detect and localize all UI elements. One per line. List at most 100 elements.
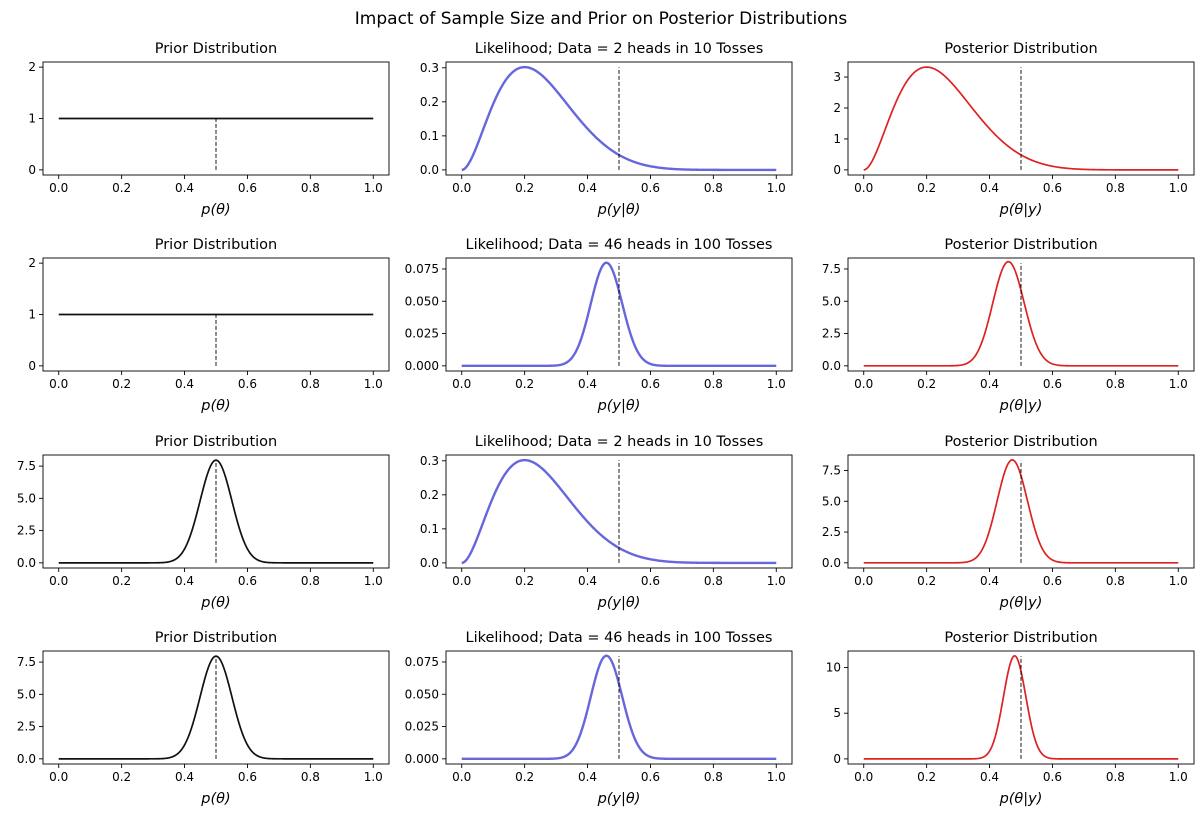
x-tick-label: 0.6 [1043, 770, 1062, 784]
x-tick-label: 1.0 [364, 770, 383, 784]
x-tick-label: 1.0 [1169, 181, 1188, 195]
x-tick-label: 0.4 [578, 181, 597, 195]
y-tick-label: 5.0 [17, 491, 36, 505]
x-tick-label: 0.4 [175, 770, 194, 784]
x-tick-label: 0.4 [578, 770, 597, 784]
subplot-title: Prior Distribution [155, 41, 278, 57]
x-tick-label: 0.8 [1106, 181, 1125, 195]
subplot-posterior-r3: 0.0 0.2 0.4 0.6 0.8 1.0 0.0 2.5 5.0 7.5 Posterior … [822, 434, 1195, 611]
axes-frame [445, 257, 793, 372]
subplot-posterior-r4: 0.0 0.2 0.4 0.6 0.8 1.0 0 5 10 Posterior Distribu… [826, 630, 1195, 807]
y-tick-label: 0.025 [405, 720, 439, 734]
subplot-title: Likelihood; Data = 46 heads in 100 Tosse… [466, 630, 773, 646]
y-tick-label: 5.0 [17, 687, 36, 701]
subplot-likelihood-r1: 0.0 0.2 0.4 0.6 0.8 1.0 0.0 0.1 0.2 0.3 Likelihood… [420, 41, 793, 218]
axes-frame [445, 650, 793, 765]
x-axis-label: p(θ|y) [999, 202, 1043, 218]
x-axis-label: p(y|θ) [597, 398, 641, 414]
axes-frame [847, 61, 1195, 176]
y-tick-label: 2 [28, 60, 36, 74]
x-tick-label: 0.6 [238, 377, 257, 391]
x-axis-label: p(θ|y) [999, 398, 1043, 414]
y-tick-label: 10 [826, 661, 841, 675]
x-tick-label: 0.8 [704, 181, 723, 195]
y-tick-label: 0.1 [420, 129, 439, 143]
y-tick-label: 0.050 [405, 687, 439, 701]
axes-frame [847, 650, 1195, 765]
y-tick-label: 2 [833, 101, 841, 115]
x-tick-label: 0.8 [301, 574, 320, 588]
x-tick-label: 0.0 [452, 770, 471, 784]
x-tick-label: 0.2 [515, 181, 534, 195]
x-tick-label: 0.8 [704, 770, 723, 784]
y-tick-label: 7.5 [822, 262, 841, 276]
x-tick-label: 0.2 [112, 181, 131, 195]
subplot-prior-r3: 0.0 0.2 0.4 0.6 0.8 1.0 0.0 2.5 5.0 7.5 Prior Dist… [17, 434, 390, 611]
subplot-title: Posterior Distribution [944, 41, 1097, 57]
x-tick-label: 0.0 [452, 377, 471, 391]
y-tick-label: 0.3 [420, 61, 439, 75]
x-tick-label: 1.0 [1169, 770, 1188, 784]
x-tick-label: 0.4 [175, 377, 194, 391]
x-tick-label: 1.0 [767, 377, 786, 391]
y-tick-label: 0 [833, 163, 841, 177]
y-tick-label: 0.2 [420, 488, 439, 502]
y-tick-label: 7.5 [17, 459, 36, 473]
x-tick-label: 1.0 [767, 181, 786, 195]
subplot-prior-r2: 0.0 0.2 0.4 0.6 0.8 1.0 0 1 2 Prior Distribution p… [28, 237, 390, 414]
x-tick-label: 0.2 [917, 377, 936, 391]
subplot-title: Likelihood; Data = 46 heads in 100 Tosse… [466, 237, 773, 253]
y-tick-label: 0.0 [822, 359, 841, 373]
x-tick-label: 0.6 [641, 574, 660, 588]
x-tick-label: 0.2 [917, 181, 936, 195]
subplot-title: Likelihood; Data = 2 heads in 10 Tosses [475, 41, 764, 57]
y-tick-label: 0.2 [420, 95, 439, 109]
y-tick-label: 1 [28, 308, 36, 322]
x-tick-label: 0.6 [1043, 574, 1062, 588]
y-tick-label: 2 [28, 256, 36, 270]
x-tick-label: 0.0 [854, 574, 873, 588]
x-tick-label: 0.4 [578, 377, 597, 391]
subplot-title: Posterior Distribution [944, 630, 1097, 646]
y-tick-label: 0.0 [420, 556, 439, 570]
y-tick-label: 2.5 [17, 524, 36, 538]
x-tick-label: 0.4 [578, 574, 597, 588]
x-axis-label: p(y|θ) [597, 595, 641, 611]
subplot-likelihood-r4: 0.0 0.2 0.4 0.6 0.8 1.0 0.000 0.025 0.050 0.075 Li… [405, 630, 793, 807]
axes-frame [847, 454, 1195, 569]
x-axis-label: p(y|θ) [597, 791, 641, 807]
subplot-title: Prior Distribution [155, 434, 278, 450]
x-tick-label: 0.6 [641, 770, 660, 784]
x-axis-label: p(θ) [200, 595, 230, 611]
subplot-posterior-r2: 0.0 0.2 0.4 0.6 0.8 1.0 0.0 2.5 5.0 7.5 Posterior … [822, 237, 1195, 414]
x-tick-label: 0.6 [1043, 181, 1062, 195]
y-tick-label: 0.075 [405, 262, 439, 276]
x-tick-label: 0.4 [980, 377, 999, 391]
x-tick-label: 0.6 [238, 770, 257, 784]
y-tick-label: 2.5 [17, 720, 36, 734]
y-tick-label: 0 [28, 359, 36, 373]
x-tick-label: 0.2 [515, 377, 534, 391]
subplot-title: Prior Distribution [155, 237, 278, 253]
x-tick-label: 0.0 [854, 377, 873, 391]
y-tick-label: 0 [833, 752, 841, 766]
x-tick-label: 1.0 [1169, 574, 1188, 588]
x-tick-label: 0.6 [238, 181, 257, 195]
subplot-likelihood-r2: 0.0 0.2 0.4 0.6 0.8 1.0 0.000 0.025 0.050 0.075 Li… [405, 237, 793, 414]
x-axis-label: p(y|θ) [597, 202, 641, 218]
x-tick-label: 0.0 [854, 181, 873, 195]
subplot-title: Posterior Distribution [944, 237, 1097, 253]
x-tick-label: 0.8 [1106, 574, 1125, 588]
subplot-title: Posterior Distribution [944, 434, 1097, 450]
y-tick-label: 0.0 [420, 163, 439, 177]
x-tick-label: 0.0 [854, 770, 873, 784]
y-tick-label: 5.0 [822, 494, 841, 508]
x-tick-label: 0.4 [980, 574, 999, 588]
x-tick-label: 0.0 [49, 574, 68, 588]
y-tick-label: 5 [833, 706, 841, 720]
y-tick-label: 1 [833, 132, 841, 146]
x-tick-label: 0.8 [301, 770, 320, 784]
x-tick-label: 0.4 [980, 181, 999, 195]
y-tick-label: 0.3 [420, 454, 439, 468]
